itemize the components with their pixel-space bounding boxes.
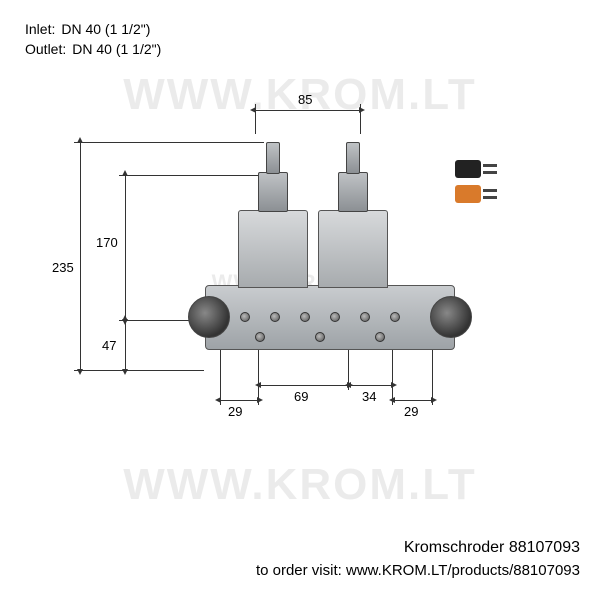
footer-block: Kromschroder 88107093 to order visit: ww… (256, 536, 580, 583)
ext-line (432, 350, 433, 405)
inlet-value: DN 40 (1 1/2") (61, 20, 150, 40)
solenoid-left (238, 210, 308, 288)
plug-pin (483, 196, 497, 199)
spec-inlet-row: Inlet: DN 40 (1 1/2") (25, 20, 161, 40)
brand-name: Kromschroder (404, 539, 504, 556)
solenoid-right (318, 210, 388, 288)
cap-left (258, 172, 288, 212)
dim-bottom-b: 69 (294, 389, 308, 404)
dim-bottom-a: 29 (228, 404, 242, 419)
dim-line-b69 (260, 385, 348, 386)
fitting-screw (330, 312, 340, 322)
dim-top-width: 85 (298, 92, 312, 107)
ext-line (360, 104, 361, 134)
dim-line-235 (80, 142, 81, 370)
ext-line (258, 350, 259, 405)
spec-block: Inlet: DN 40 (1 1/2") Outlet: DN 40 (1 1… (25, 20, 161, 59)
plug-pin (483, 164, 497, 167)
spec-outlet-row: Outlet: DN 40 (1 1/2") (25, 40, 161, 60)
fitting-screw (300, 312, 310, 322)
ext-line (255, 104, 256, 134)
plug-body (455, 185, 481, 203)
drawing-canvas: Inlet: DN 40 (1 1/2") Outlet: DN 40 (1 1… (0, 0, 600, 600)
fitting-screw (255, 332, 265, 342)
plug-pin (483, 189, 497, 192)
ext-line (392, 350, 393, 405)
cap-right (338, 172, 368, 212)
fitting-screw (240, 312, 250, 322)
dim-bottom-c: 34 (362, 389, 376, 404)
dim-line-b34 (350, 385, 392, 386)
connector-plug-orange (455, 185, 495, 203)
plug-pin (483, 171, 497, 174)
fitting-screw (315, 332, 325, 342)
fitting-screw (360, 312, 370, 322)
inlet-label: Inlet: (25, 20, 55, 40)
dim-height-lower: 47 (102, 338, 116, 353)
plug-body (455, 160, 481, 178)
ext-line (348, 350, 349, 390)
dim-line-b29 (220, 400, 258, 401)
dim-height-total: 235 (52, 260, 74, 275)
footer-line1: Kromschroder 88107093 (256, 536, 580, 560)
dim-height-mid: 170 (96, 235, 118, 250)
ext-line (74, 370, 204, 371)
ext-line (220, 350, 221, 405)
dim-line-170 (125, 175, 126, 320)
watermark-bottom: WWW.KROM.LT (0, 460, 600, 510)
footer-line2: to order visit: www.KROM.LT/products/881… (256, 560, 580, 583)
ext-line (74, 142, 264, 143)
fitting-screw (375, 332, 385, 342)
outlet-value: DN 40 (1 1/2") (72, 40, 161, 60)
stem-left (266, 142, 280, 174)
order-prefix: to order visit: (256, 562, 342, 579)
outlet-label: Outlet: (25, 40, 66, 60)
outlet-port (430, 296, 472, 338)
ext-line (119, 175, 259, 176)
dim-line-b29r (394, 400, 432, 401)
dim-line-47 (125, 320, 126, 370)
inlet-port (188, 296, 230, 338)
fitting-screw (390, 312, 400, 322)
technical-drawing: 85 235 170 47 (60, 100, 520, 430)
connector-plug-black (455, 160, 495, 178)
order-url: www.KROM.LT/products/88107093 (346, 562, 580, 579)
fitting-screw (270, 312, 280, 322)
part-number: 88107093 (509, 539, 580, 556)
dim-line-top (255, 110, 360, 111)
dim-bottom-d: 29 (404, 404, 418, 419)
stem-right (346, 142, 360, 174)
